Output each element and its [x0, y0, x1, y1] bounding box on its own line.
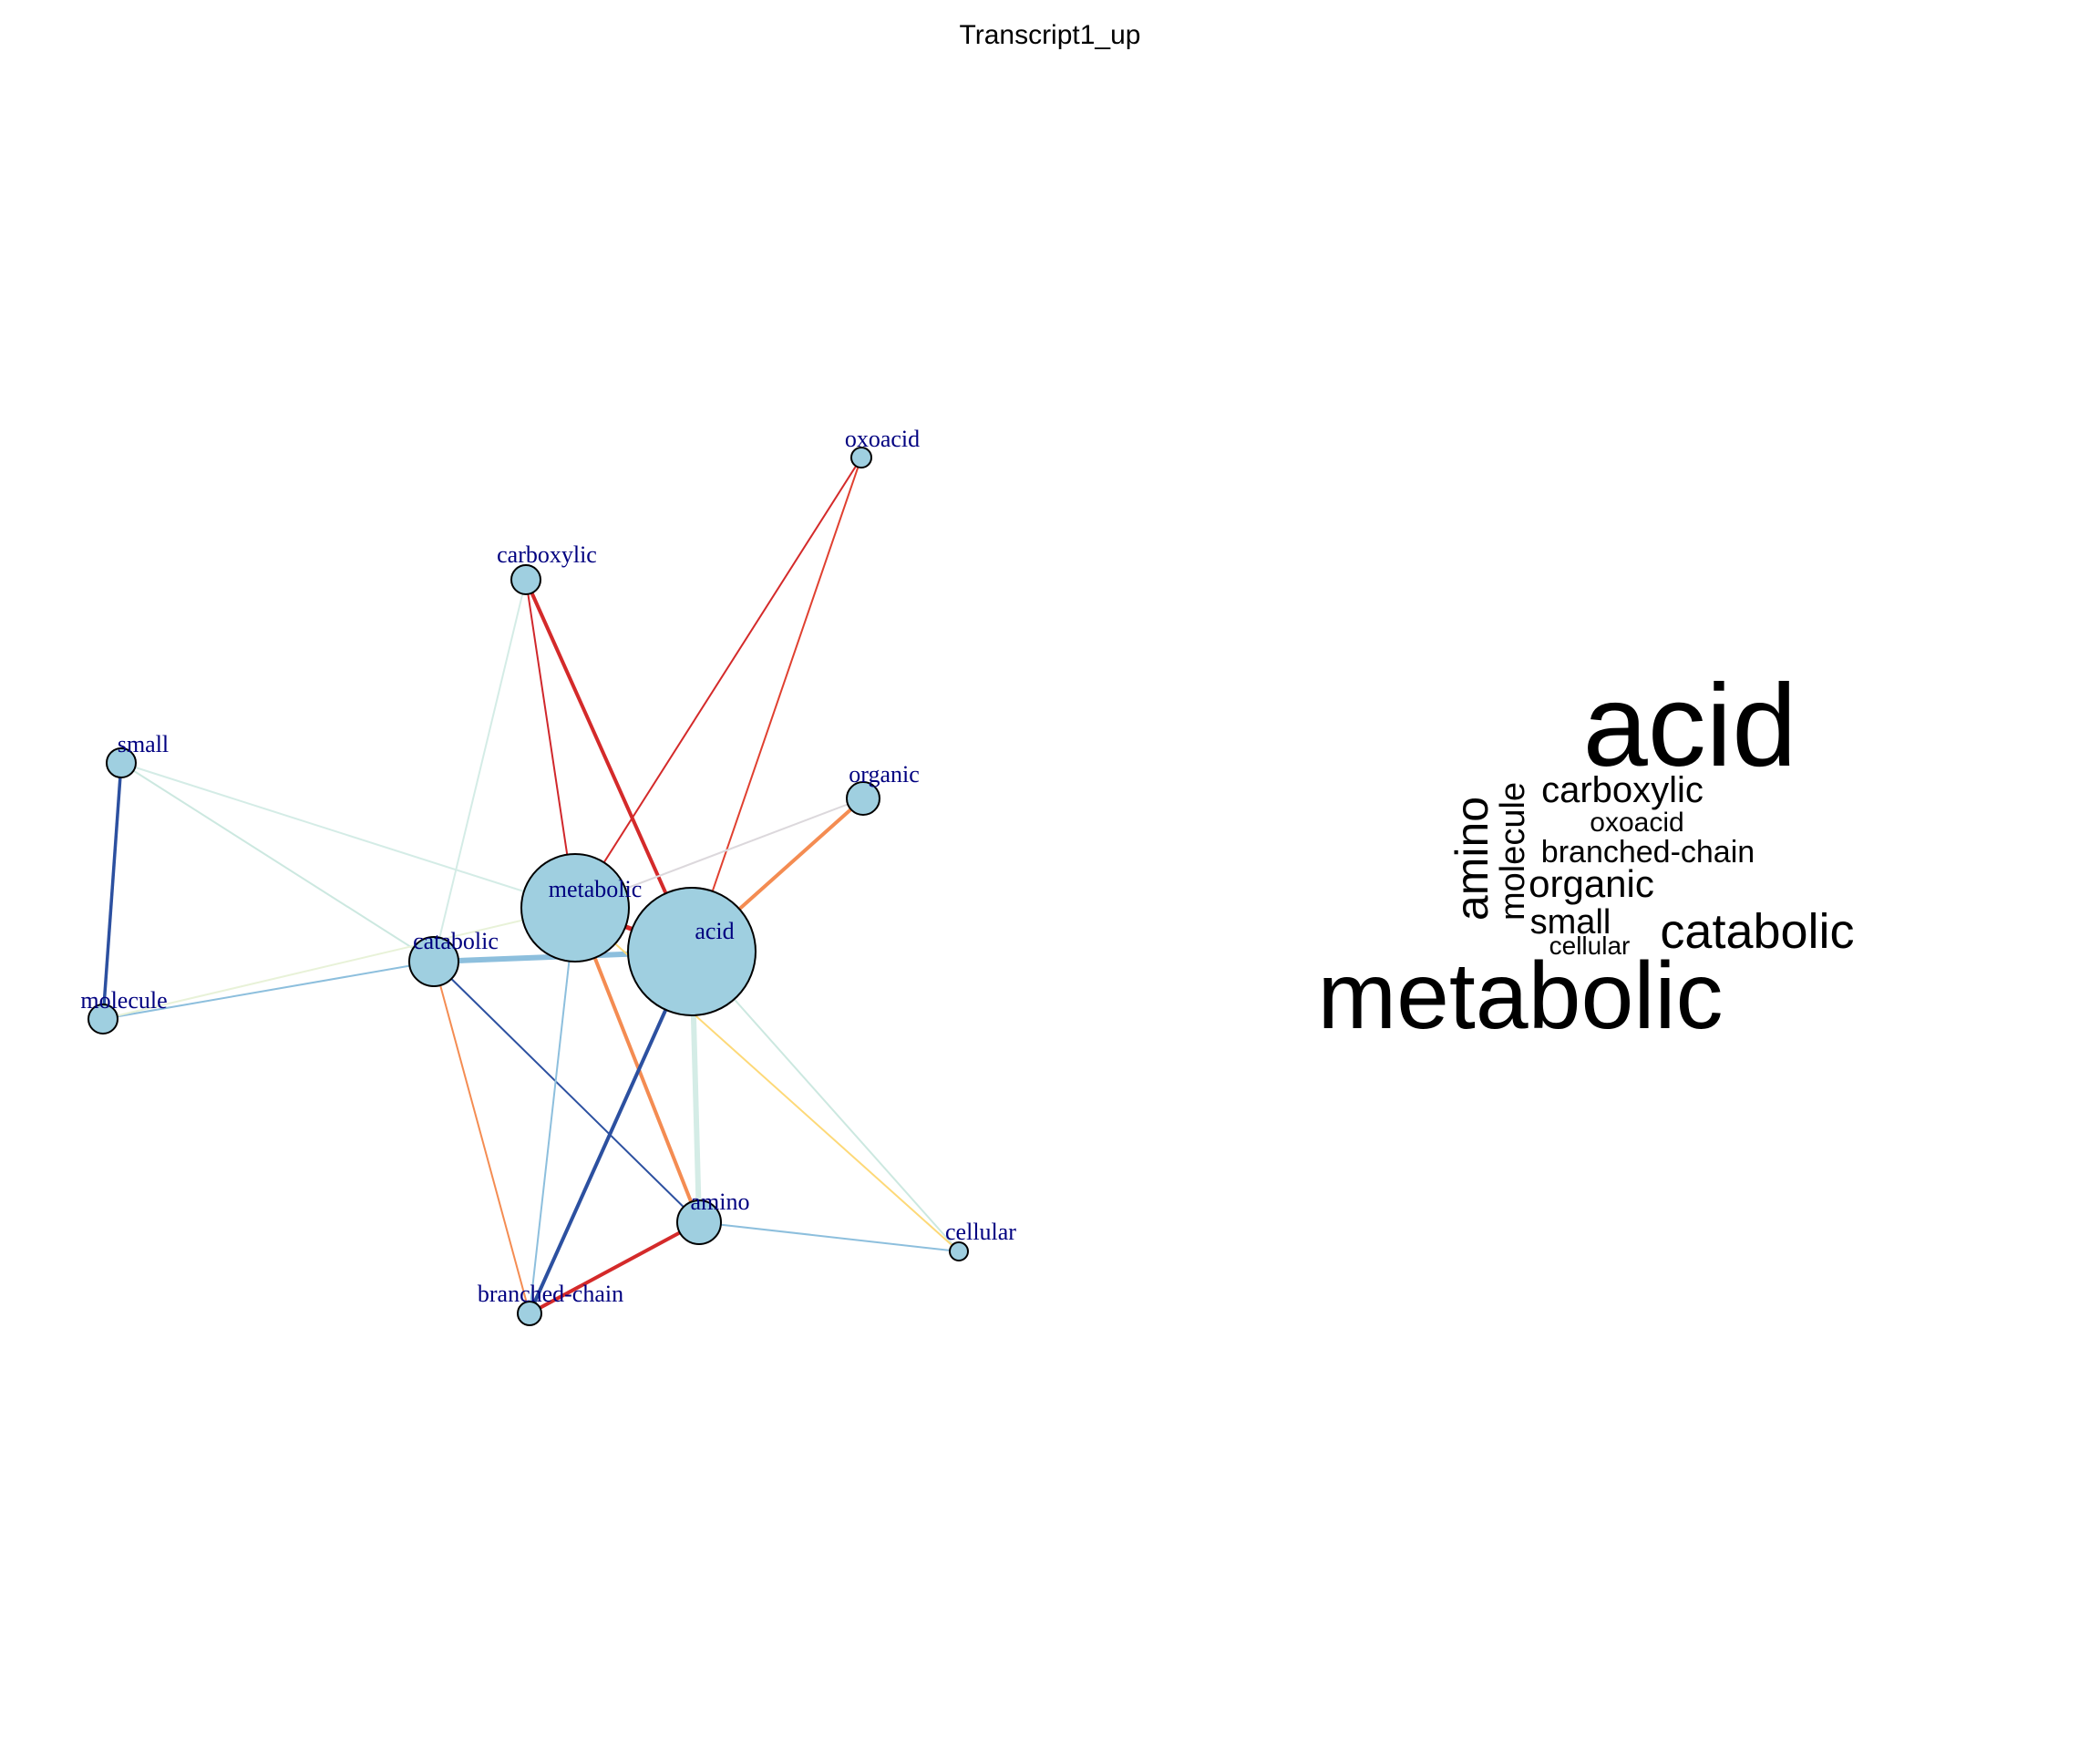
node-label-organic: organic: [849, 761, 920, 788]
edge-oxoacid-metabolic: [574, 457, 862, 909]
node-acid: [627, 887, 757, 1016]
node-metabolic: [520, 853, 630, 962]
node-label-carboxylic: carboxylic: [497, 541, 597, 568]
edge-small-molecule: [101, 762, 123, 1020]
node-label-catabolic: catabolic: [413, 928, 499, 954]
edge-molecule-catabolic: [102, 961, 435, 1020]
cloud-word-branched-chain: branched-chain: [1541, 835, 1755, 870]
edge-amino-cellular: [698, 1221, 960, 1252]
node-oxoacid: [850, 447, 872, 468]
node-small: [106, 747, 137, 778]
node-label-molecule: molecule: [80, 987, 167, 1014]
cloud-word-cellular: cellular: [1549, 932, 1631, 960]
edge-acid-branched-chain: [528, 951, 694, 1314]
node-catabolic: [408, 936, 459, 987]
edge-oxoacid-acid: [691, 457, 862, 952]
cloud-word-oxoacid: oxoacid: [1590, 808, 1683, 838]
edge-catabolic-amino: [433, 961, 700, 1223]
cloud-word-amino: amino: [1446, 797, 1498, 921]
node-label-acid: acid: [695, 918, 734, 944]
node-amino: [676, 1199, 722, 1245]
cloud-word-carboxylic: carboxylic: [1541, 770, 1704, 810]
edge-small-metabolic: [120, 762, 576, 909]
cloud-word-molecule: molecule: [1494, 782, 1532, 921]
cloud-word-small: small: [1530, 903, 1611, 942]
node-layer: [88, 447, 969, 1326]
edge-metabolic-amino: [573, 907, 701, 1223]
node-label-layer: oxoacid carboxylic small organic metabolic ac…: [80, 426, 1016, 1307]
edge-carboxylic-metabolic: [525, 579, 576, 909]
node-label-amino: amino: [691, 1189, 750, 1215]
edge-acid-cellular: [691, 951, 960, 1252]
node-carboxylic: [510, 564, 541, 595]
edge-catabolic-branched-chain: [433, 961, 530, 1314]
edge-molecule-metabolic: [102, 907, 576, 1020]
node-label-branched-chain: branched-chain: [478, 1281, 623, 1307]
cloud-word-acid: acid: [1583, 661, 1797, 791]
edge-carboxylic-acid: [524, 579, 694, 952]
node-molecule: [88, 1004, 118, 1035]
cloud-word-catabolic: catabolic: [1660, 904, 1854, 959]
edge-carboxylic-catabolic: [433, 579, 527, 962]
node-cellular: [949, 1241, 969, 1261]
edge-amino-branched-chain: [529, 1220, 700, 1315]
node-label-cellular: cellular: [945, 1219, 1016, 1245]
cloud-word-metabolic: metabolic: [1317, 943, 1723, 1049]
edge-metabolic-branched-chain: [529, 907, 576, 1314]
edge-small-catabolic: [120, 762, 435, 962]
node-label-metabolic: metabolic: [549, 876, 643, 902]
node-label-oxoacid: oxoacid: [845, 426, 920, 452]
chart-title: Transcript1_up: [959, 20, 1141, 50]
node-branched-chain: [517, 1301, 542, 1326]
node-label-small: small: [118, 731, 169, 757]
cloud-word-organic: organic: [1529, 862, 1654, 905]
node-organic: [846, 781, 880, 816]
